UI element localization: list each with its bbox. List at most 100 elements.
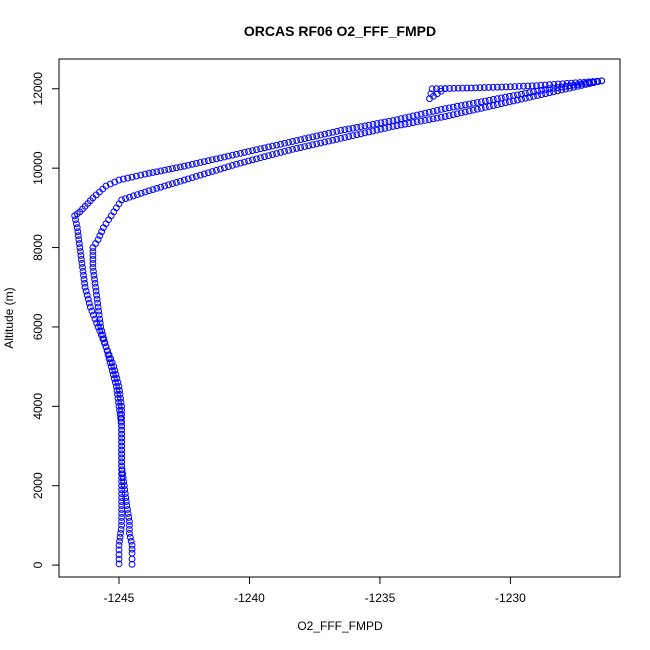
data-point (285, 146, 293, 154)
data-point (107, 355, 115, 363)
data-point (116, 406, 123, 414)
data-point (128, 560, 136, 568)
data-point (118, 478, 126, 486)
data-point (265, 152, 272, 160)
data-point (74, 228, 82, 236)
data-point (141, 170, 149, 178)
data-point (128, 545, 136, 553)
data-point (449, 103, 457, 111)
data-point (381, 124, 389, 132)
x-tick-label: -1230 (495, 591, 526, 605)
data-point (541, 81, 549, 89)
data-point (337, 127, 345, 134)
y-axis-label: Altitude (m) (2, 287, 16, 348)
data-point (75, 236, 83, 244)
data-point (94, 303, 102, 311)
data-point (117, 529, 124, 537)
data-point (116, 533, 124, 541)
data-point (297, 136, 305, 144)
data-point (510, 92, 517, 100)
data-point (361, 129, 369, 137)
data-point (113, 375, 121, 382)
data-point (118, 430, 126, 438)
data-point (81, 279, 88, 287)
data-point (225, 152, 232, 160)
data-point (118, 490, 126, 498)
data-point (245, 148, 252, 155)
data-point (241, 149, 248, 156)
data-point (345, 133, 353, 140)
data-point (477, 104, 485, 112)
data-point (126, 518, 133, 525)
data-point (582, 79, 590, 87)
data-point (118, 506, 126, 513)
data-point (204, 157, 212, 165)
data-point (208, 168, 216, 175)
data-point (118, 510, 126, 517)
data-point (111, 178, 119, 186)
data-point (88, 307, 96, 315)
data-point (118, 446, 126, 454)
data-point (157, 183, 165, 191)
data-point (133, 191, 141, 199)
data-point (425, 108, 433, 116)
data-point (122, 494, 130, 502)
data-point (566, 82, 574, 90)
data-point (449, 111, 457, 119)
data-point (104, 347, 111, 355)
data-point (157, 167, 165, 175)
data-point (534, 92, 541, 99)
data-point (413, 111, 421, 119)
data-point (200, 158, 208, 165)
data-point (493, 101, 501, 109)
data-point (220, 164, 228, 172)
data-point (598, 77, 606, 85)
data-point (118, 426, 126, 434)
data-point (118, 518, 126, 525)
data-point (515, 82, 523, 90)
data-point (425, 116, 433, 124)
data-point (118, 462, 126, 470)
data-point (233, 150, 240, 158)
data-point (253, 146, 260, 154)
data-point (126, 193, 133, 201)
data-point (126, 533, 134, 541)
data-point (253, 155, 260, 163)
data-point (118, 196, 126, 204)
data-point (497, 94, 505, 102)
data-point (71, 212, 79, 220)
data-point (98, 228, 106, 236)
data-point (118, 474, 126, 482)
data-point (389, 123, 397, 130)
data-point (554, 84, 561, 91)
data-point (95, 307, 103, 315)
data-point (261, 144, 268, 152)
data-point (277, 149, 284, 156)
data-point (118, 414, 126, 422)
data-point (101, 339, 108, 347)
data-point (405, 120, 413, 127)
data-point (562, 82, 570, 90)
data-point (124, 174, 132, 182)
data-point (105, 351, 113, 359)
y-tick-label: 12000 (31, 72, 45, 106)
data-point (345, 125, 353, 133)
data-point (109, 371, 117, 378)
data-point (349, 124, 357, 132)
data-point (89, 263, 97, 271)
data-point (120, 478, 128, 486)
data-point (118, 434, 126, 442)
data-point (92, 287, 100, 295)
data-point (369, 120, 377, 128)
data-point (586, 79, 594, 87)
data-point (90, 311, 97, 319)
data-point (96, 327, 104, 335)
data-point (122, 195, 129, 202)
data-point (83, 291, 91, 299)
data-point (133, 172, 140, 180)
data-point (441, 113, 449, 120)
data-point (514, 91, 521, 99)
data-point (393, 122, 401, 130)
data-point (79, 263, 86, 271)
data-point (461, 108, 469, 116)
